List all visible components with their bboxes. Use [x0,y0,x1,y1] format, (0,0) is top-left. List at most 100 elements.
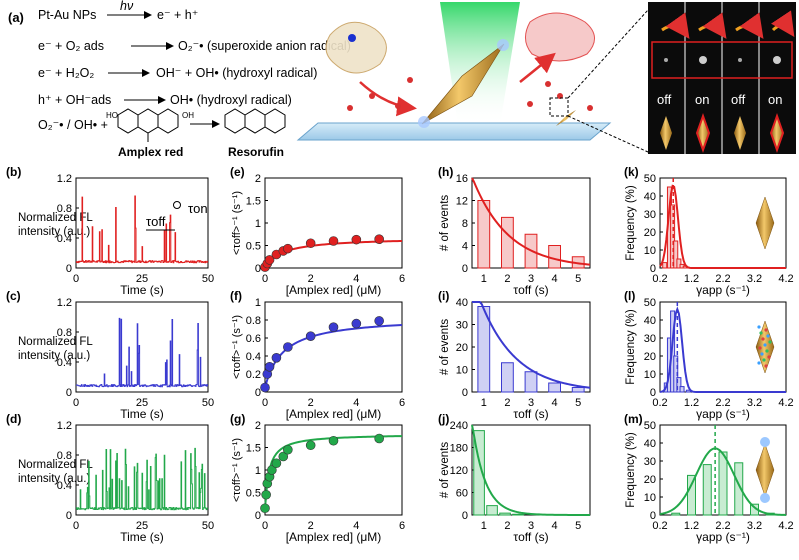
particle-decoration [761,337,765,341]
microscopy-inset: off on off on [648,2,796,154]
x-axis-label: γapp (s⁻¹) [696,530,750,544]
reaction-arrow-out [519,52,556,83]
y-axis-label: <τoff>⁻¹ (s⁻¹) [231,315,243,379]
trace-xtick-label: 25 [136,520,148,532]
trace-panel-1: 0 0.4 0.8 1.2 0 25 50 (b) Normalized FL intensity… [6,165,214,297]
tau-on-annotation: τon [188,201,208,216]
x-axis-label: [Amplex red] (μM) [286,283,382,297]
data-point [328,236,339,246]
kinetic-ytick-label: 0.6 [246,333,261,345]
catalysis-illustration [296,2,649,153]
trace-ytick-label: 0 [66,387,72,399]
kinetic-xtick-label: 2 [308,520,314,532]
highlight-box [651,41,793,79]
resorufin-molecule-cluster [525,12,595,62]
reaction-arrow-in [359,81,417,117]
gaussian-fit [659,306,786,393]
histogram-bar [571,387,585,393]
pt-cluster-icon [760,493,770,503]
particle-decoration [764,364,768,368]
histogram-bar [501,362,514,393]
particle-decoration [757,325,761,329]
pt-tip-bottom [418,116,430,128]
fit-curve [264,323,403,388]
data-point [283,243,293,254]
histogram-ytick-label: 0 [462,263,468,275]
histogram-ytick-label: 20 [456,342,468,354]
frequency-bar [702,464,712,516]
data-point [351,318,362,329]
trace-xtick-label: 50 [202,520,214,532]
kinetic-xtick-label: 0 [262,520,268,532]
x-axis-label: τoff (s) [513,407,548,421]
panel-label: (m) [624,412,643,426]
eq2-rhs: O₂⁻• (superoxide anion radical) [178,39,351,53]
histogram-ytick-label: 30 [456,320,468,332]
histogram-xtick-label: 2 [504,397,510,409]
particle-decoration [763,343,767,347]
fluorescence-trace [76,317,208,388]
frequency-ytick-label: 10 [644,369,656,381]
data-point [283,342,293,352]
y-axis-label: intensity (a.u.) [18,473,90,485]
frequency-ytick-label: 40 [644,438,656,450]
data-point [328,435,339,446]
histogram-ytick-label: 10 [456,365,468,377]
y-axis-label: <τoff>⁻¹ (s⁻¹) [231,438,243,502]
panel-label: (l) [624,289,635,303]
inset-state-3: off [731,92,746,107]
particle-decoration [758,346,762,350]
particle-decoration [767,355,771,359]
kinetic-xtick-label: 2 [308,273,314,285]
y-axis-label: intensity (a.u.) [18,350,90,362]
small-bipyramid [556,110,576,126]
frequency-xtick-label: 0.2 [652,520,667,532]
trace-ytick-label: 1.2 [57,420,72,432]
fluorescence-trace [76,195,208,264]
trace-xtick-label: 0 [73,273,79,285]
y-axis-label: # of events [439,319,451,376]
data-point [374,234,384,244]
frequency-ytick-label: 0 [650,510,656,522]
pt-cluster-icon [760,437,770,447]
x-axis-label: Time (s) [120,530,164,544]
kinetic-ytick-label: 1 [255,297,261,309]
inset-state-4: on [768,92,782,107]
trace-ytick-label: 1.2 [57,297,72,309]
histogram-xtick-label: 1 [481,273,487,285]
histogram-xtick-label: 3 [528,273,534,285]
trace-axes [75,424,209,516]
histogram-xtick-label: 2 [504,520,510,532]
trace-ytick-label: 0.4 [57,233,72,245]
particle-decoration [765,349,769,353]
panel-label: (g) [230,412,245,426]
histogram-bar [486,505,498,516]
frequency-xtick-label: 1.2 [684,273,699,285]
svg-text:OH: OH [182,111,194,120]
eq1-rhs: e⁻ + h⁺ [157,8,198,22]
frequency-ytick-label: 50 [644,173,656,185]
data-point [271,458,282,469]
x-axis-label: γapp (s⁻¹) [696,407,750,421]
tau-on-marker [173,201,181,209]
frequency-ytick-label: 0 [650,263,656,275]
histogram-ytick-label: 16 [456,173,468,185]
data-point [264,255,275,265]
histogram-ytick-label: 180 [450,443,468,455]
kinetic-xtick-label: 0 [262,397,268,409]
frequency-bar [673,240,679,269]
frequency-bar [718,451,728,516]
kinetic-xtick-label: 4 [353,273,359,285]
histogram-xtick-label: 3 [528,397,534,409]
trace-ytick-label: 0.4 [57,480,72,492]
kinetic-ytick-label: 0 [255,263,261,275]
kinetic-xtick-label: 6 [399,397,405,409]
data-point [305,238,316,249]
data-point [260,382,270,393]
eq5-lhs: O₂⁻• / OH• + [38,118,108,132]
frequency-xtick-label: 0.2 [652,397,667,409]
x-axis-label: [Amplex red] (μM) [286,530,382,544]
kinetic-panel-3: 0 0.5 1 1.5 2 0 2 4 6 (g) [Amplex red] (μM) <τoff>⁻… [230,412,405,544]
panel-label: (k) [624,165,639,179]
x-axis-label: [Amplex red] (μM) [286,407,382,421]
